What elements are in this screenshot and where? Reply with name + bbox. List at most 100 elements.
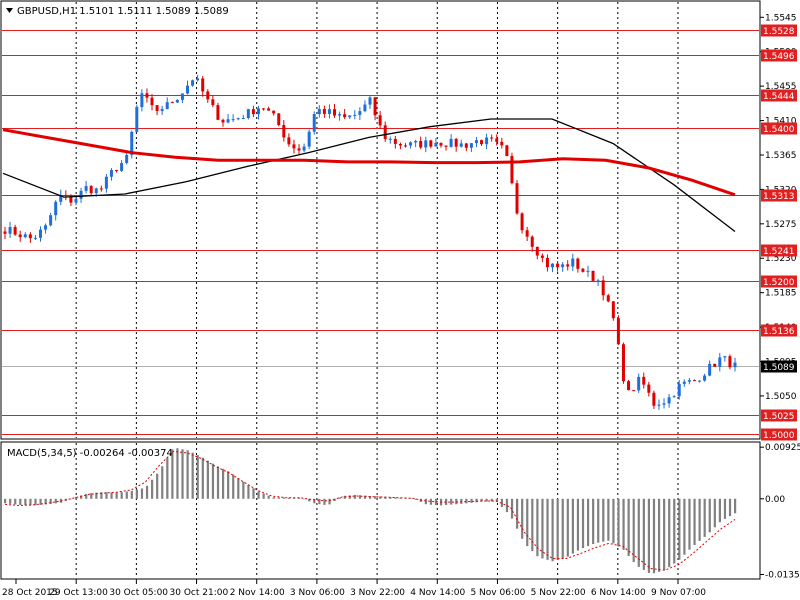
time-label: 30 Oct 21:00 [170,588,229,598]
candle-body [672,396,676,398]
price-axis: 1.55451.55001.54551.54101.53651.53201.52… [760,13,797,402]
candle-body [28,234,32,239]
macd-bar [394,497,397,499]
macd-bar [521,498,524,539]
macd-signal [4,450,736,571]
macd-bar [369,495,372,499]
candle-body [363,104,367,112]
macd-bar [110,492,113,499]
candle-body [33,237,37,239]
candle-body [84,186,88,191]
macd-histogram [4,448,737,574]
level-labels: 1.55281.54961.54441.54001.53131.52411.52… [761,24,797,441]
candle-body [186,85,189,94]
candle-body [718,357,722,367]
macd-bar [622,498,625,550]
level-badge [761,49,797,62]
macd-bar [708,498,711,533]
candle-body [272,110,276,114]
candle-body [495,138,499,142]
macd-bar [556,498,559,560]
macd-bar [80,495,83,499]
macd-bar [460,498,463,504]
candle-body [140,93,144,108]
macd-bar [617,498,620,547]
price-tick-label: 1.5185 [765,289,797,299]
macd-bar [470,498,473,503]
macd-bar [485,498,488,502]
current-price-badge [761,360,797,373]
macd-bar [445,498,448,506]
ma-red-line [2,128,736,197]
chart-menu-arrow-icon[interactable] [6,8,13,13]
time-label: 30 Oct 05:00 [109,588,168,598]
macd-bar [211,463,215,499]
macd-bar [551,498,554,562]
candle-body [434,143,438,147]
macd-bar [495,498,498,502]
candle-body [191,80,195,86]
macd-bar [191,452,194,499]
candle-body [338,114,342,116]
macd-bar [34,498,37,506]
macd-bar [24,498,27,506]
macd-bar [29,498,32,506]
macd-bar [581,498,585,549]
macd-bar [151,479,154,499]
candle-body [246,109,250,119]
candle-body [18,234,22,238]
macd-bar [313,498,316,504]
time-label: 9 Nov 07:00 [651,588,706,598]
macd-bar [287,497,291,499]
candle-body [23,234,27,238]
level-label: 1.5444 [763,92,795,102]
candle-body [292,144,296,149]
macd-bar [424,498,427,505]
time-label: 3 Nov 22:00 [350,588,405,598]
macd-bar [105,492,108,499]
macd-bar [14,498,17,505]
candle-body [708,363,712,376]
candle-body [74,198,78,203]
macd-bar [465,498,468,504]
price-tick-label: 1.5545 [765,13,797,23]
macd-bar [201,457,204,499]
current-price-label: 1.5089 [763,363,795,373]
macd-bar [450,498,453,505]
macd-bar [338,497,341,499]
macd-bar [505,498,509,513]
candle-body [480,140,484,145]
candle-body [682,381,686,384]
macd-bar [237,478,240,499]
macd-bar [9,498,12,504]
macd-bar [90,493,93,499]
candle-body [611,301,615,319]
candle-body [236,118,240,120]
macd-bar [171,449,174,499]
candle-body [221,119,225,123]
candle-body [312,114,316,132]
macd-bar [49,498,52,504]
macd-bar [642,498,645,570]
candle-body [621,344,625,382]
level-badge [761,409,797,422]
candle-body [104,176,108,189]
candle-body [170,102,174,104]
macd-bar [54,498,57,504]
macd-bar [4,498,7,504]
candle-body [530,236,534,247]
macd-bar [39,498,42,505]
candle-body [322,108,326,114]
macd-bar [414,498,417,500]
macd-bar [85,494,88,499]
candle-body [307,131,311,147]
macd-bar [510,498,514,519]
macd-bar [536,498,539,557]
candle-body [89,186,93,194]
macd-bar [100,492,103,499]
candle-body [267,108,271,111]
macd-bar [627,498,630,556]
level-badge [761,189,797,202]
candle-body [647,384,651,393]
